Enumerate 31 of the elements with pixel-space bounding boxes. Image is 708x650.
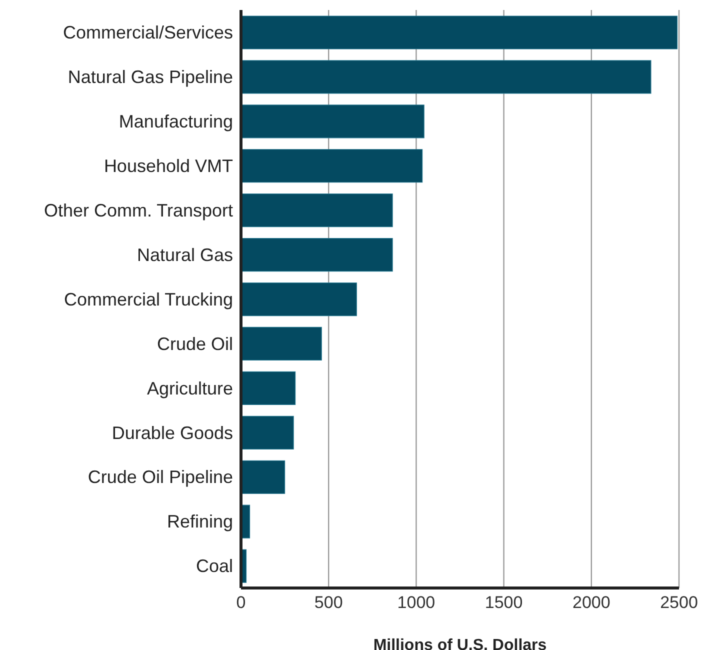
y-tick-label: Commercial/Services [62,22,233,43]
y-tick-label: Natural Gas [136,244,233,265]
y-tick-label: Crude Oil Pipeline [88,467,233,488]
bar [241,194,393,228]
bar [241,416,294,450]
bar [241,238,393,272]
bar [241,282,357,316]
y-tick-label: Crude Oil [156,334,233,354]
y-tick-label: Natural Gas Pipeline [68,67,233,88]
x-tick-label: 1000 [397,593,436,612]
bar [241,371,296,405]
bar [241,460,286,494]
x-tick-label: 2500 [660,593,698,612]
bar [241,16,678,50]
y-tick-label: Other Comm. Transport [44,200,233,220]
y-tick-label: Commercial Trucking [64,289,233,310]
bar [241,104,424,138]
x-tick-label: 1500 [484,593,523,612]
bar [241,149,423,183]
y-tick-label: Manufacturing [118,112,233,132]
y-tick-label: Agriculture [146,378,233,398]
bar [241,60,652,94]
x-tick-label: 2000 [572,593,610,612]
bar [241,326,322,361]
y-tick-label: Durable Goods [112,422,233,443]
x-axis-title: Millions of U.S. Dollars [373,637,547,650]
x-tick-label: 500 [314,593,343,612]
y-tick-label: Coal [196,556,233,576]
y-tick-label: Refining [166,512,233,532]
x-tick-label: 0 [236,593,246,612]
y-tick-label: Household VMT [104,156,233,176]
